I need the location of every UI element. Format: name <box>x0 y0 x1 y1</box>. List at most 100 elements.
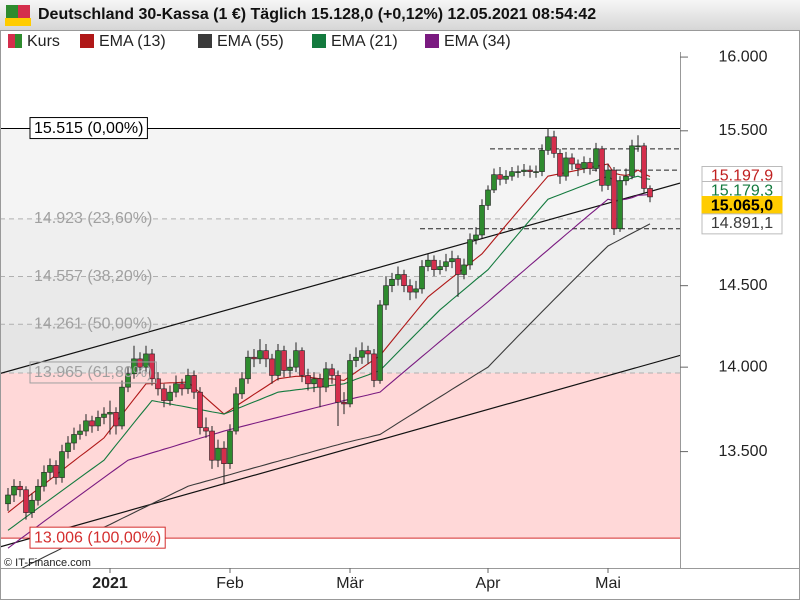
ema-line <box>7 175 651 531</box>
candle-body <box>149 353 155 380</box>
candle-body <box>629 145 635 177</box>
price-label: 15.197,9 <box>711 168 773 185</box>
candle-body <box>485 189 491 206</box>
fib-label: 15.515 (0,00%) <box>34 120 143 137</box>
candle-body <box>353 356 359 361</box>
candle-body <box>551 136 557 154</box>
candle-body <box>41 472 47 487</box>
candle-body <box>563 157 569 177</box>
candle-body <box>143 353 149 368</box>
candle-body <box>83 420 89 432</box>
y-tick-label: 16.000 <box>719 48 768 65</box>
fib-label: 14.923 (23,60%) <box>34 210 152 227</box>
candle-body <box>359 350 365 358</box>
candle-body <box>605 169 611 186</box>
candle-body <box>323 368 329 388</box>
candle-body <box>599 148 605 186</box>
candle-body <box>401 274 407 286</box>
candle-body <box>365 350 371 355</box>
x-tick-label: Feb <box>216 575 244 592</box>
candle-body <box>437 266 443 271</box>
candle-body <box>281 350 287 371</box>
fib-label: 13.965 (61,80%) <box>34 364 152 381</box>
candle-body <box>623 175 629 182</box>
fib-label-box <box>29 361 157 384</box>
candle-body <box>179 383 185 390</box>
candle-body <box>389 278 395 286</box>
candle-body <box>545 136 551 151</box>
x-tick-label: 2021 <box>92 575 128 592</box>
candle-body <box>35 485 41 501</box>
candle-body <box>77 430 83 435</box>
candle-body <box>173 383 179 393</box>
candle-body <box>557 153 563 177</box>
candle-body <box>71 434 77 444</box>
candle-body <box>419 266 425 290</box>
candle-body <box>617 180 623 230</box>
x-tick-label: Apr <box>476 575 502 592</box>
ema-line <box>21 223 651 568</box>
candle-body <box>569 157 575 165</box>
candle-body <box>635 145 641 148</box>
fib-band <box>0 324 680 373</box>
legend-item: EMA (34) <box>425 33 511 50</box>
candle-body <box>479 205 485 236</box>
legend-swatch <box>312 34 326 48</box>
legend-bar <box>1 31 691 52</box>
candle-body <box>341 401 347 405</box>
candle-body <box>647 188 653 198</box>
candle-body <box>413 288 419 293</box>
candle-body <box>245 356 251 380</box>
candle-body <box>497 174 503 180</box>
candle-body <box>155 378 161 390</box>
candle-body <box>473 234 479 240</box>
candle-body <box>533 171 539 173</box>
candle-body <box>137 358 143 368</box>
legend-item: EMA (55) <box>198 33 284 50</box>
candle-body <box>221 447 227 464</box>
candle-body <box>47 465 53 473</box>
y-tick-label: 14.000 <box>719 358 768 375</box>
candle-body <box>611 169 617 230</box>
price-label: 15.179,3 <box>711 183 773 200</box>
candle-body <box>191 375 197 393</box>
candle-body <box>455 258 461 275</box>
candle-body <box>197 391 203 428</box>
demo-badge <box>5 5 31 26</box>
candle-body <box>269 358 275 376</box>
price-label: 15.065,0 <box>711 198 773 215</box>
legend-label: EMA (21) <box>331 33 398 50</box>
price-label-box <box>701 213 783 235</box>
candle-body <box>425 259 431 267</box>
candle-body <box>227 430 233 464</box>
overlay: 15.515 (0,00%) 14.923 (23,60%) 14.557 (38,… <box>0 31 800 592</box>
legend-swatch <box>15 34 22 48</box>
candle-body <box>11 485 17 496</box>
candle-body <box>263 350 269 360</box>
candle-body <box>443 261 449 267</box>
price-label: 14.891,1 <box>711 215 773 232</box>
plot-area <box>0 128 680 568</box>
candle-body <box>503 175 509 180</box>
candle-body <box>293 350 299 368</box>
candle-body <box>575 163 581 169</box>
candle-body <box>371 353 377 381</box>
y-tick-label: 15.500 <box>719 122 768 139</box>
candle-body <box>29 499 35 513</box>
candle-body <box>203 427 209 432</box>
candle-body <box>59 451 65 478</box>
trend-line <box>0 182 680 375</box>
fib-label-box <box>29 526 166 549</box>
candle-body <box>161 388 167 401</box>
ema-line <box>7 194 651 549</box>
candle-body <box>101 413 107 418</box>
candle-body <box>515 171 521 173</box>
candle-body <box>329 368 335 376</box>
fib-band <box>0 276 680 325</box>
source-note: © IT-Finance.com <box>4 557 91 569</box>
legend-swatch <box>8 34 15 48</box>
candle-body <box>167 391 173 401</box>
candle-body <box>431 259 437 271</box>
candle-body <box>65 442 71 452</box>
candle-body <box>311 378 317 385</box>
